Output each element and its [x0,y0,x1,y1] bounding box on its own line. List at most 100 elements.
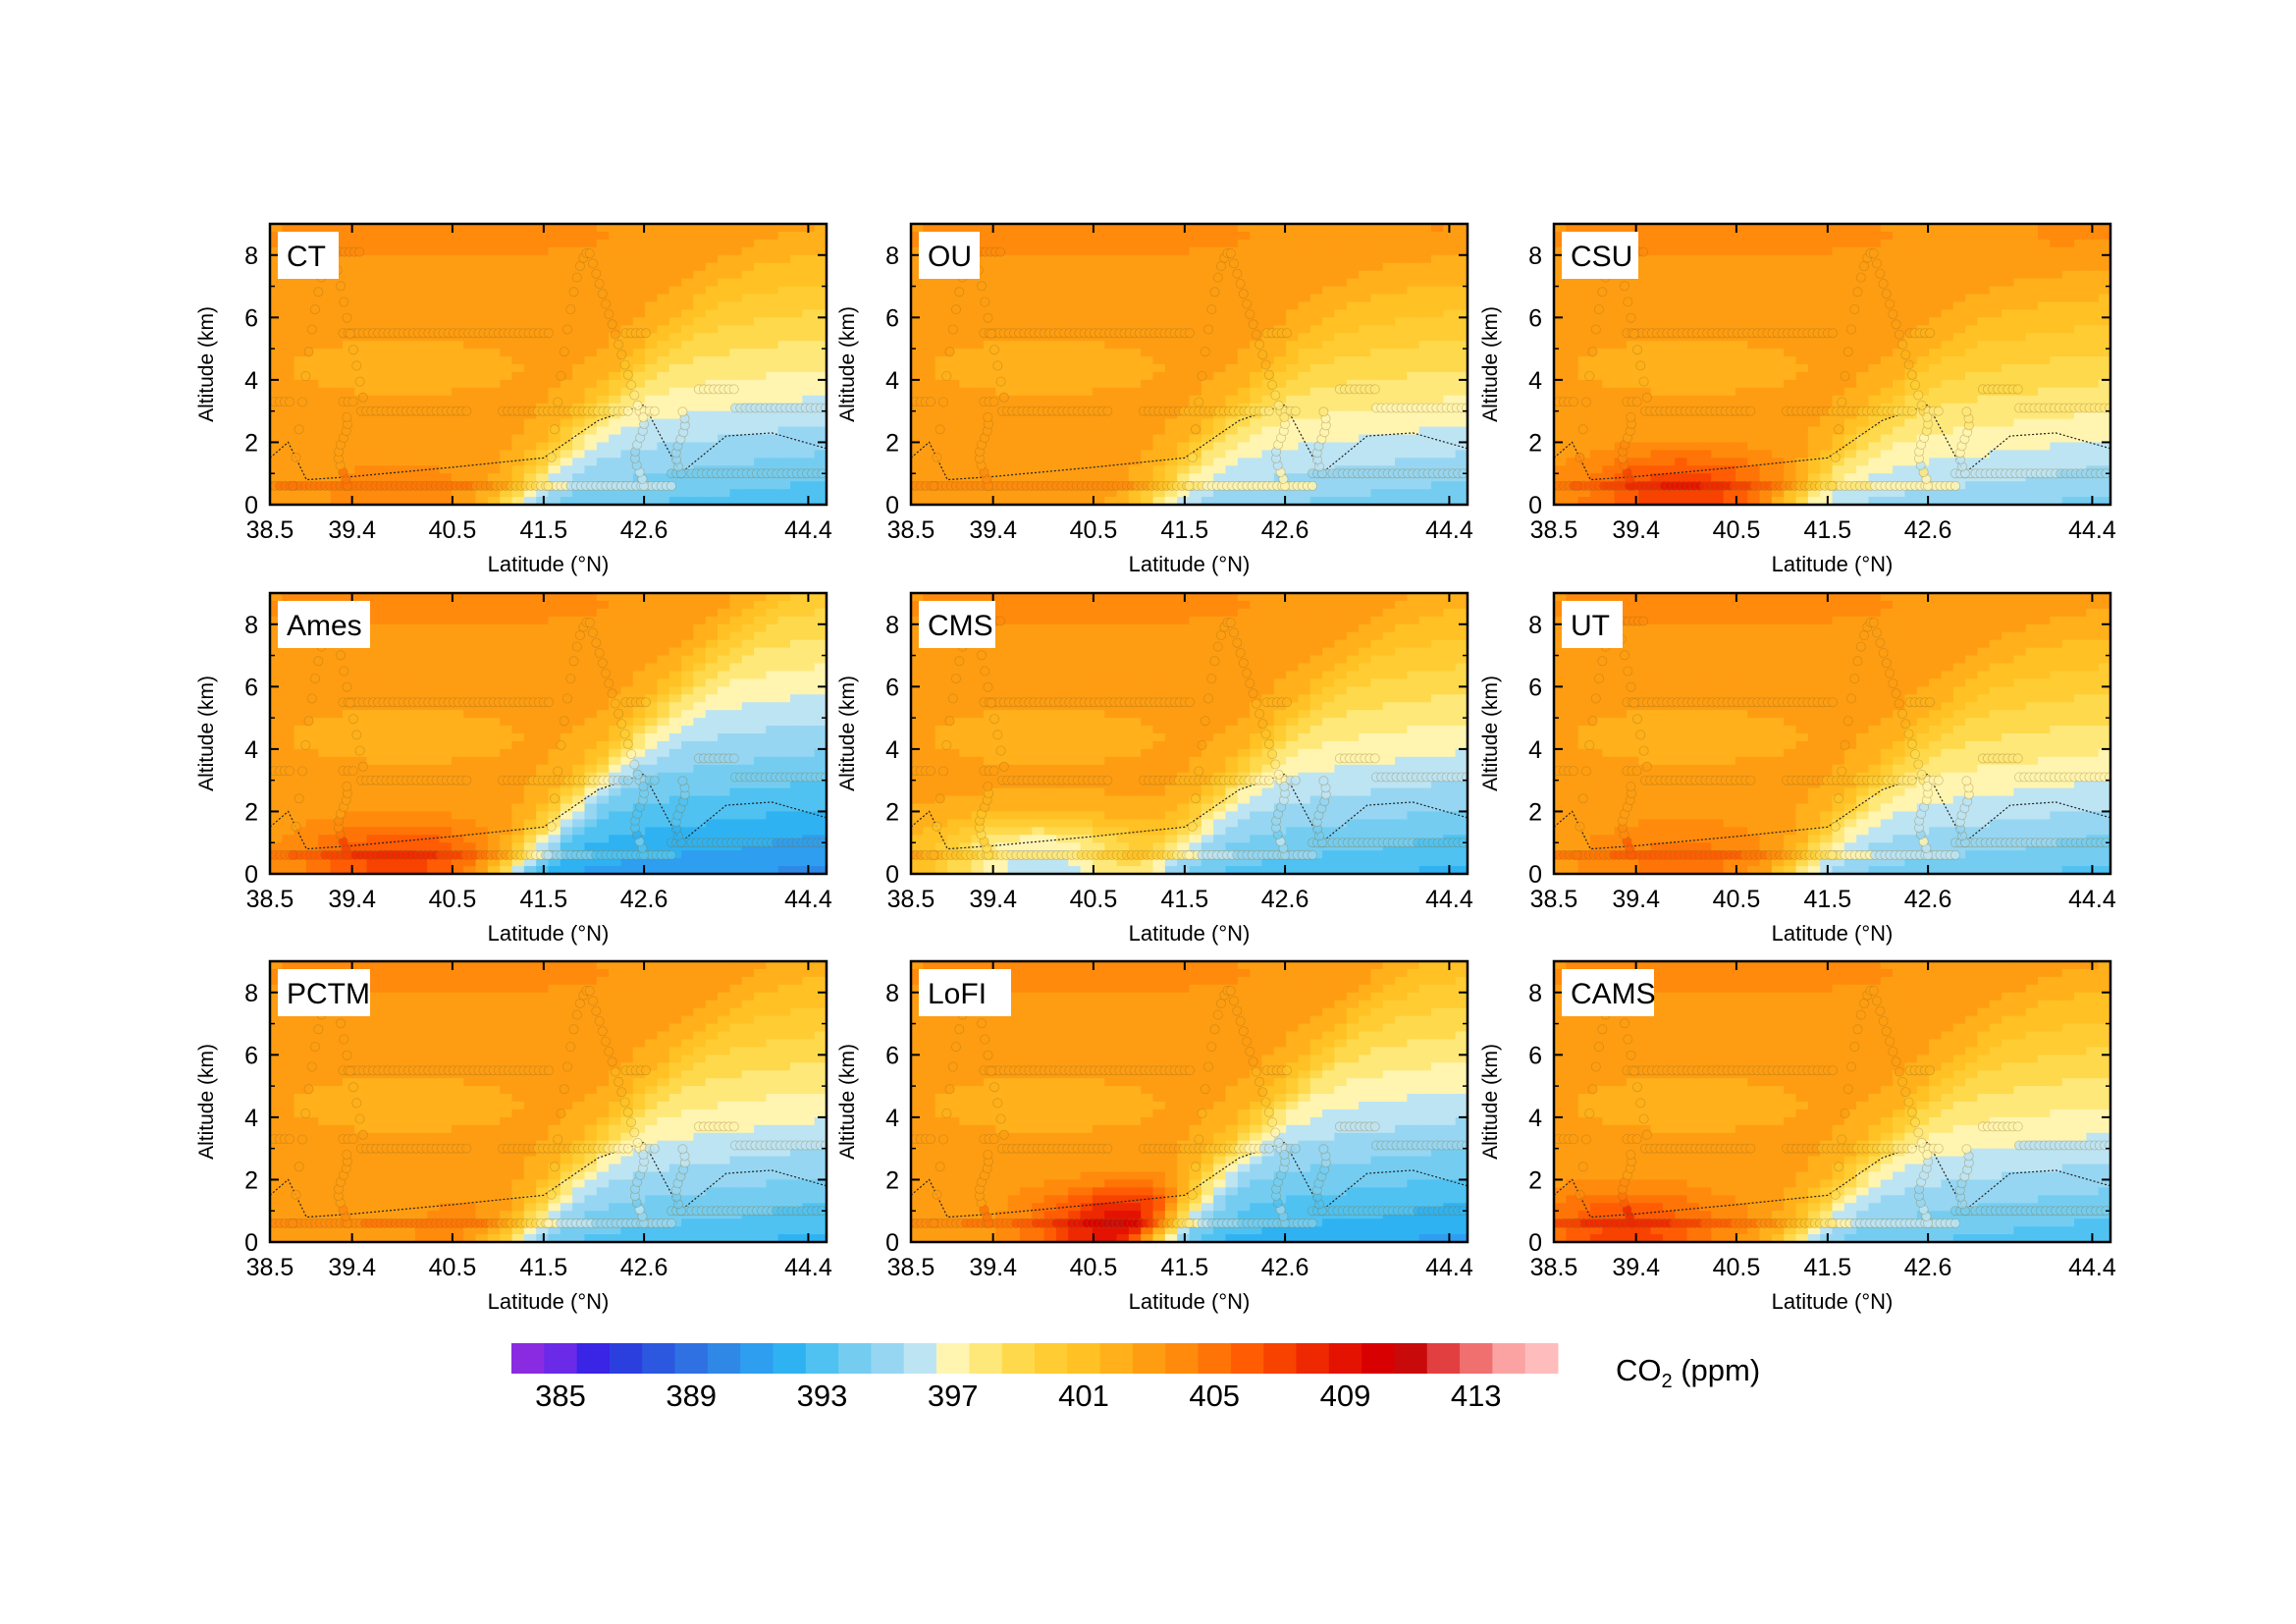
field-cell [1686,270,1700,280]
field-cell [487,442,501,451]
field-cell [1092,434,1105,444]
field-cell [1346,403,1360,412]
field-cell [946,356,960,365]
field-cell [1334,481,1348,490]
field-cell [934,224,948,233]
field-cell [1759,356,1773,365]
field-cell [402,364,416,373]
field-cell [790,286,803,296]
field-cell [790,254,803,264]
field-cell [1832,371,1845,381]
field-cell [354,426,368,436]
field-cell [366,434,380,444]
field-cell [391,418,404,428]
field-cell [1723,341,1736,350]
field-cell [620,239,634,248]
field-cell [294,489,307,498]
field-cell [1711,301,1725,310]
field-cell [1128,309,1142,318]
field-cell [1177,278,1191,288]
field-cell [1735,450,1748,459]
field-cell [523,317,537,326]
observation-point [1200,347,1210,357]
field-cell [995,270,1009,280]
field-cell [971,395,985,405]
observation-point [559,347,569,357]
field-cell [1032,286,1045,296]
field-cell [1007,395,1021,405]
field-cell [718,246,730,256]
field-cell [1820,270,1834,280]
field-cell [1019,379,1033,389]
field-cell [777,333,791,342]
field-cell [802,426,816,436]
field-cell [584,309,598,318]
field-cell [1213,294,1227,303]
field-cell [402,270,416,280]
field-cell [1675,224,1688,233]
field-cell [439,254,453,264]
field-cell [790,341,803,350]
field-cell [1032,442,1045,451]
field-cell [330,356,344,365]
field-cell [1407,325,1420,334]
field-cell [1407,489,1420,498]
field-cell [1237,317,1251,326]
field-cell [1007,442,1021,451]
field-cell [1675,349,1688,357]
field-cell [1298,301,1311,310]
field-cell [777,246,791,256]
field-cell [366,294,380,303]
field-cell [1237,371,1251,381]
field-cell [439,286,453,296]
field-cell [1759,309,1773,318]
field-cell [1152,239,1166,248]
field-cell [1650,458,1664,466]
field-cell [270,294,283,303]
field-cell [1711,224,1725,233]
field-cell [1784,294,1797,303]
field-cell [681,481,695,490]
field-cell [487,387,501,397]
field-cell [354,458,368,466]
field-cell [923,349,936,357]
field-cell [1566,450,1579,459]
field-cell [1626,278,1639,288]
field-cell [1650,410,1664,420]
field-cell [366,418,380,428]
field-cell [1080,450,1094,459]
field-cell [1298,286,1311,296]
field-cell [560,254,573,264]
field-cell [427,442,441,451]
field-cell [487,356,501,365]
field-cell [500,341,513,350]
field-cell [1298,387,1311,397]
field-cell [1128,473,1142,482]
field-cell [1784,246,1797,256]
field-cell [584,434,598,444]
field-cell [657,371,670,381]
field-cell [946,278,960,288]
field-cell [1443,450,1457,459]
field-cell [946,426,960,436]
field-cell [1747,246,1761,256]
field-cell [1007,410,1021,420]
field-cell [1807,246,1821,256]
field-cell [754,364,767,373]
field-cell [1261,246,1275,256]
field-cell [1614,286,1628,296]
field-cell [1455,395,1468,405]
field-cell [1164,458,1178,466]
field-cell [1043,356,1057,365]
field-cell [1346,231,1360,241]
field-cell [1843,231,1857,241]
field-cell [1795,387,1809,397]
field-cell [463,356,477,365]
field-cell [1723,497,1736,505]
field-cell [802,364,816,373]
field-cell [1686,465,1700,474]
field-cell [1395,450,1408,459]
field-cell [1080,262,1094,272]
field-cell [632,379,646,389]
field-cell [729,356,743,365]
